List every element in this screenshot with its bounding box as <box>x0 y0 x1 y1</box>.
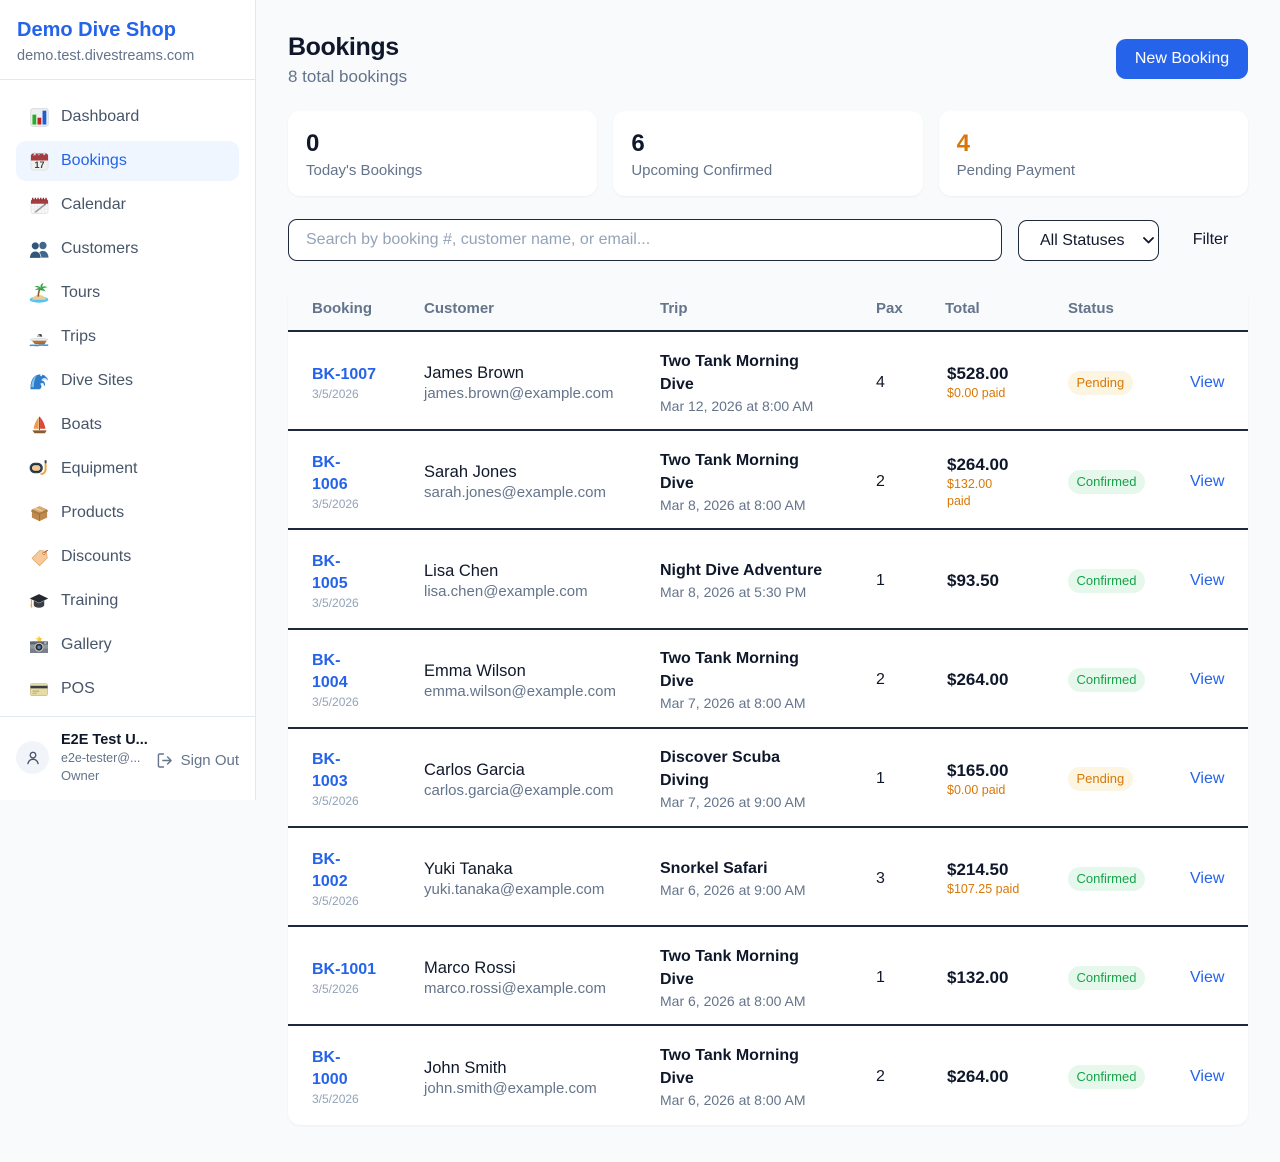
svg-text:17: 17 <box>34 159 44 169</box>
